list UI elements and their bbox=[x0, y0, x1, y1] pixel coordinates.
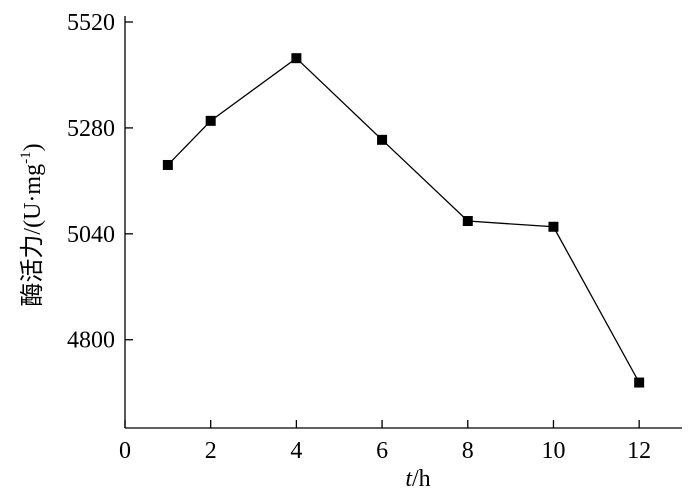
marker bbox=[462, 216, 473, 227]
marker bbox=[548, 221, 559, 232]
marker bbox=[205, 115, 216, 126]
y-tick-label: 4800 bbox=[67, 328, 115, 354]
x-axis-label-italic: t bbox=[405, 466, 413, 492]
x-axis-label-rest: /h bbox=[412, 466, 431, 492]
x-tick-label: 10 bbox=[541, 438, 565, 464]
x-tick-label: 6 bbox=[376, 438, 388, 464]
y-tick-label: 5280 bbox=[67, 116, 115, 142]
x-axis-label: t/h bbox=[405, 466, 430, 492]
marker bbox=[291, 53, 302, 64]
x-tick-label: 0 bbox=[119, 438, 131, 464]
marker bbox=[162, 159, 173, 170]
x-tick-label: 4 bbox=[290, 438, 302, 464]
marker bbox=[377, 134, 388, 145]
y-axis-label-end: ) bbox=[20, 143, 46, 151]
y-axis-label-sup: -1 bbox=[18, 151, 34, 164]
y-axis-label-main: 酶活力/(U·mg bbox=[19, 164, 46, 307]
x-tick-label: 2 bbox=[205, 438, 217, 464]
x-tick-label: 12 bbox=[627, 438, 651, 464]
line bbox=[167, 57, 640, 383]
marker bbox=[634, 377, 645, 388]
y-tick-label: 5040 bbox=[67, 222, 115, 248]
y-tick-label: 5520 bbox=[67, 10, 115, 36]
y-axis-label: 酶活力/(U·mg-1) bbox=[18, 143, 46, 306]
x-tick-label: 8 bbox=[462, 438, 474, 464]
